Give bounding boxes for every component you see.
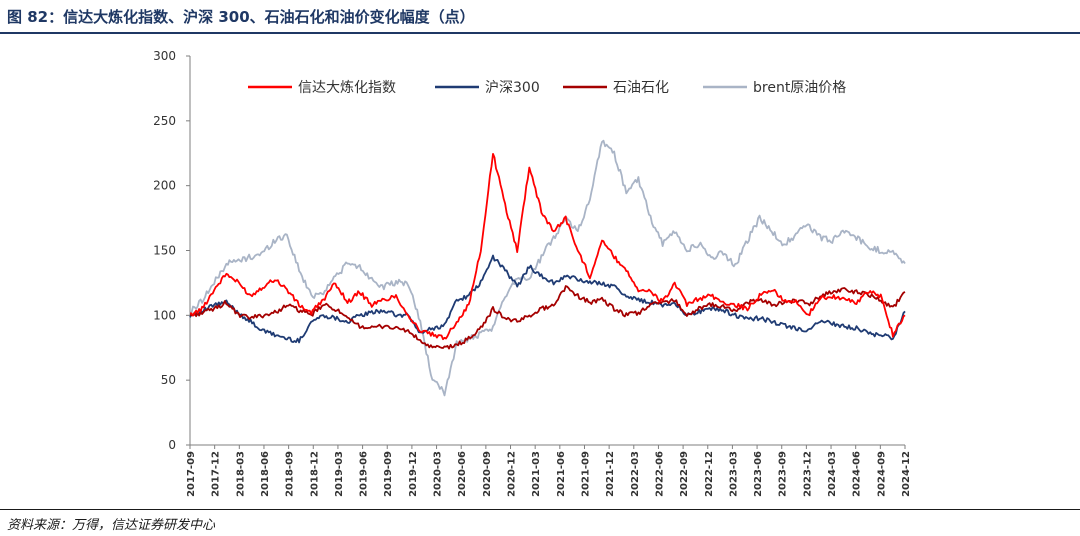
x-tick-label: 2023-03 bbox=[728, 451, 739, 497]
y-tick-label: 200 bbox=[153, 179, 176, 193]
figure-title: 图 82：信达大炼化指数、沪深 300、石油石化和油价变化幅度（点） bbox=[7, 8, 475, 26]
chart-legend: 信达大炼化指数 沪深300 石油石化 brent原油价格 bbox=[248, 80, 846, 96]
y-tick-label: 300 bbox=[153, 49, 176, 63]
x-tick-label: 2022-03 bbox=[630, 451, 641, 497]
x-tick-label: 2021-09 bbox=[580, 451, 591, 497]
x-tick-label: 2024-03 bbox=[827, 451, 838, 497]
legend-label: 信达大炼化指数 bbox=[298, 80, 396, 96]
y-tick-label: 50 bbox=[161, 373, 176, 387]
y-tick-label: 0 bbox=[168, 438, 176, 452]
x-tick-label: 2023-09 bbox=[778, 451, 789, 497]
chart-axes: 0 50 100 150 200 250 300 2017-09 2017-12 2018-03 2… bbox=[153, 49, 912, 497]
x-tick-label: 2022-06 bbox=[654, 451, 665, 497]
source-note: 资料来源：万得，信达证券研发中心 bbox=[7, 518, 216, 533]
x-tick-label: 2018-03 bbox=[235, 451, 246, 497]
y-tick-label: 100 bbox=[153, 308, 176, 322]
x-tick-label: 2017-12 bbox=[211, 451, 222, 497]
x-tick-label: 2018-12 bbox=[309, 451, 320, 497]
legend-label: 石油石化 bbox=[613, 80, 669, 96]
legend-label: brent原油价格 bbox=[753, 80, 846, 96]
x-tick-label: 2024-12 bbox=[901, 451, 912, 497]
x-tick-label: 2024-09 bbox=[876, 451, 887, 497]
x-tick-label: 2024-06 bbox=[852, 451, 863, 497]
x-tick-label: 2018-06 bbox=[260, 451, 271, 497]
x-tick-label: 2017-09 bbox=[186, 451, 197, 497]
y-tick-label: 150 bbox=[153, 244, 176, 258]
x-tick-label: 2022-09 bbox=[679, 451, 690, 497]
x-tick-label: 2020-09 bbox=[482, 451, 493, 497]
x-tick-label: 2019-06 bbox=[359, 451, 370, 497]
y-tick-label: 250 bbox=[153, 114, 176, 128]
x-tick-label: 2020-06 bbox=[457, 451, 468, 497]
x-tick-label: 2019-12 bbox=[408, 451, 419, 497]
chart-series bbox=[189, 139, 906, 397]
title-rule bbox=[0, 32, 1080, 34]
series-line bbox=[189, 254, 906, 344]
x-tick-label: 2023-12 bbox=[802, 451, 813, 497]
x-tick-label: 2019-03 bbox=[334, 451, 345, 497]
x-tick-label: 2021-06 bbox=[556, 451, 567, 497]
source-rule bbox=[0, 509, 1080, 510]
series-line bbox=[190, 152, 906, 341]
x-tick-label: 2022-12 bbox=[704, 451, 715, 497]
legend-label: 沪深300 bbox=[485, 80, 540, 96]
x-tick-label: 2020-03 bbox=[433, 451, 444, 497]
x-tick-label: 2019-09 bbox=[383, 451, 394, 497]
x-tick-label: 2021-03 bbox=[531, 451, 542, 497]
x-tick-label: 2018-09 bbox=[285, 451, 296, 497]
x-tick-label: 2023-06 bbox=[753, 451, 764, 497]
x-tick-label: 2021-12 bbox=[605, 451, 616, 497]
series-line bbox=[189, 139, 906, 397]
x-tick-label: 2020-12 bbox=[507, 451, 518, 497]
